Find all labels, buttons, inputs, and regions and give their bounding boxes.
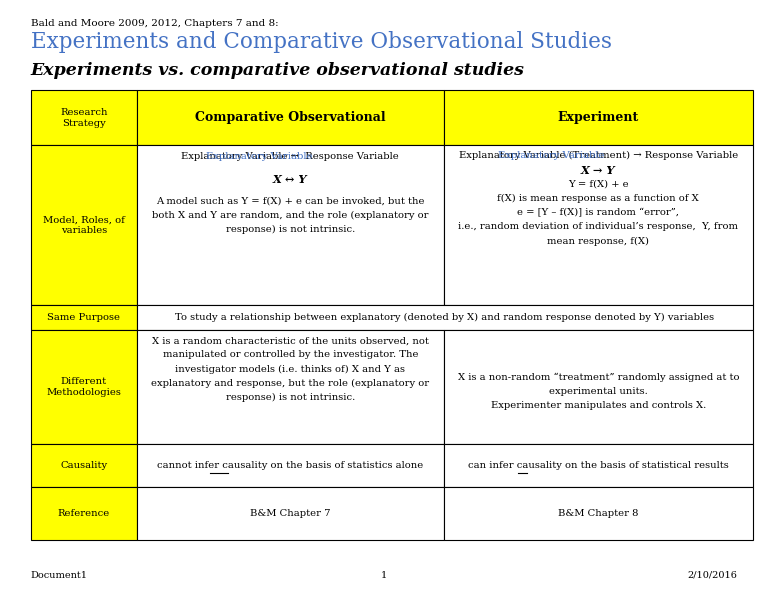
Text: i.e., random deviation of individual’s response,  Y, from: i.e., random deviation of individual’s r… [458,222,738,231]
Text: investigator models (i.e. thinks of) X and Y as: investigator models (i.e. thinks of) X a… [175,365,406,374]
Bar [31,330,137,444]
Bar [444,90,753,145]
Text: X → Y: X → Y [581,165,615,177]
Text: Model, Roles, of
variables: Model, Roles, of variables [43,215,124,235]
Text: 1: 1 [381,571,387,580]
Bar [31,145,137,305]
Text: X is a non-random “treatment” randomly assigned at to: X is a non-random “treatment” randomly a… [458,373,739,382]
Bar [444,145,753,305]
Text: X is a random characteristic of the units observed, not: X is a random characteristic of the unit… [152,336,429,345]
Text: f(X) is mean response as a function of X: f(X) is mean response as a function of X [498,194,699,203]
Text: Reference: Reference [58,509,110,518]
Bar [137,305,753,330]
Text: Same Purpose: Same Purpose [47,313,121,323]
Text: Experiment: Experiment [558,111,639,124]
Bar [444,330,753,444]
Text: A model such as Y = f(X) + e can be invoked, but the: A model such as Y = f(X) + e can be invo… [156,196,425,206]
Bar [137,487,444,540]
Text: Different
Methodologies: Different Methodologies [46,377,121,397]
Text: explanatory and response, but the role (explanatory or: explanatory and response, but the role (… [151,379,429,388]
Text: Experimenter manipulates and controls X.: Experimenter manipulates and controls X. [491,401,706,410]
Text: Experiments and Comparative Observational Studies: Experiments and Comparative Observationa… [31,31,612,53]
Text: can infer causality on the basis of statistical results: can infer causality on the basis of stat… [468,461,729,470]
Text: 2/10/2016: 2/10/2016 [687,571,737,580]
Text: Document1: Document1 [31,571,88,580]
Text: response) is not intrinsic.: response) is not intrinsic. [226,393,355,402]
Text: Bald and Moore 2009, 2012, Chapters 7 and 8:: Bald and Moore 2009, 2012, Chapters 7 an… [31,19,278,28]
Text: To study a relationship between explanatory (denoted by X) and random response d: To study a relationship between explanat… [175,313,714,323]
Bar [444,487,753,540]
Bar [137,90,444,145]
Bar [137,145,444,305]
Text: B&M Chapter 7: B&M Chapter 7 [250,509,330,518]
Text: X ↔ Y: X ↔ Y [273,174,307,185]
Text: Explanatory Variable (Treatment) → Response Variable: Explanatory Variable (Treatment) → Respo… [458,151,738,160]
Text: both X and Y are random, and the role (explanatory or: both X and Y are random, and the role (e… [152,211,429,220]
Bar [31,90,137,145]
Text: Research
Strategy: Research Strategy [60,108,108,127]
Text: Explanatory Variable: Explanatory Variable [498,151,605,160]
Bar [137,444,444,487]
Bar [31,444,137,487]
Text: Explanatory Variable ↔  Response Variable: Explanatory Variable ↔ Response Variable [181,152,399,161]
Text: manipulated or controlled by the investigator. The: manipulated or controlled by the investi… [163,350,418,359]
Text: e = [Y – f(X)] is random “error”,: e = [Y – f(X)] is random “error”, [518,208,679,217]
Text: B&M Chapter 8: B&M Chapter 8 [558,509,638,518]
Bar [31,305,137,330]
Bar [137,330,444,444]
Bar [444,444,753,487]
Bar [31,487,137,540]
Text: Causality: Causality [60,461,108,470]
Text: Comparative Observational: Comparative Observational [195,111,386,124]
Text: cannot infer causality on the basis of statistics alone: cannot infer causality on the basis of s… [157,461,423,470]
Text: response) is not intrinsic.: response) is not intrinsic. [226,225,355,234]
Text: Explanatory Variable: Explanatory Variable [207,152,313,161]
Text: mean response, f(X): mean response, f(X) [548,237,649,246]
Text: Experiments vs. comparative observational studies: Experiments vs. comparative observationa… [31,62,525,79]
Text: Y = f(X) + e: Y = f(X) + e [568,180,628,189]
Text: experimental units.: experimental units. [549,387,647,396]
